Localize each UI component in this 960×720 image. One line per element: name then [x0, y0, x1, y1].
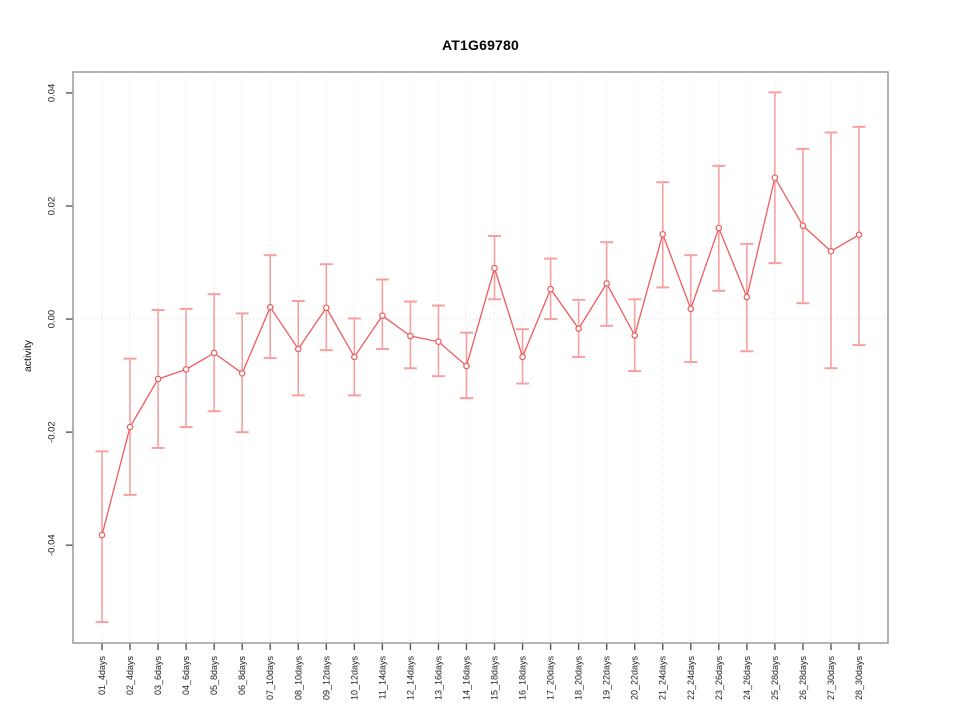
data-point — [491, 264, 498, 272]
data-point — [659, 230, 667, 238]
y-tick-label: 0.02 — [47, 197, 58, 216]
data-point — [98, 531, 106, 539]
data-point — [154, 375, 162, 383]
x-tick-label: 26_28days — [798, 656, 808, 701]
data-point — [687, 305, 695, 313]
x-tick-label: 16_18days — [518, 656, 528, 701]
data-point — [379, 312, 386, 319]
x-tick-label: 11_14days — [377, 656, 387, 700]
data-point — [547, 285, 554, 293]
data-point — [126, 423, 134, 431]
x-tick-label: 19_22days — [602, 656, 612, 701]
y-tick-label: -0.02 — [47, 421, 58, 443]
x-tick-label: 07_10days — [265, 656, 275, 701]
data-point — [266, 303, 274, 311]
x-tick-label: 22_24days — [686, 656, 696, 701]
x-tick-label: 24_26days — [742, 656, 752, 701]
data-point — [463, 362, 470, 370]
y-tick-label: -0.04 — [47, 534, 58, 556]
x-tick-label: 04_6days — [181, 656, 191, 696]
x-tick-label: 14_16days — [461, 656, 471, 701]
data-point — [519, 353, 526, 361]
data-point — [575, 325, 582, 332]
chart-title: AT1G69780 — [441, 37, 520, 53]
data-point — [771, 174, 779, 182]
x-tick-label: 18_20days — [574, 656, 584, 701]
x-tick-label: 25_28days — [770, 656, 780, 701]
data-point — [322, 304, 330, 312]
data-point — [351, 353, 358, 361]
x-tick-label: 02_4days — [125, 656, 135, 696]
data-point — [631, 332, 639, 339]
data-point — [603, 280, 610, 287]
data-point — [855, 231, 863, 239]
data-point — [210, 349, 218, 357]
data-point — [715, 224, 723, 232]
data-point — [435, 338, 442, 345]
data-point — [827, 247, 835, 255]
x-tick-label: 01_4days — [97, 656, 107, 696]
x-tick-label: 23_26days — [714, 656, 724, 701]
x-tick-label: 06_8days — [237, 656, 247, 696]
x-tick-label: 15_18days — [490, 656, 500, 701]
y-tick-label: 0.04 — [47, 84, 58, 103]
x-tick-label: 10_12days — [349, 656, 359, 701]
y-tick-label: 0.00 — [47, 310, 58, 329]
x-tick-label: 08_10days — [293, 656, 303, 701]
data-point — [182, 366, 190, 373]
x-tick-label: 12_14days — [405, 656, 415, 701]
data-point — [799, 222, 807, 230]
x-tick-label: 17_20days — [546, 656, 556, 701]
data-line — [101, 175, 860, 536]
x-tick-label: 05_8days — [209, 656, 219, 696]
x-tick-label: 03_6days — [153, 656, 163, 696]
x-tick-label: 13_16days — [433, 656, 443, 701]
data-point — [407, 332, 414, 340]
x-tick-label: 21_24days — [658, 656, 668, 701]
plot-frame — [72, 71, 889, 644]
data-point — [238, 370, 246, 377]
x-tick-label: 28_30days — [854, 656, 864, 701]
data-point — [294, 345, 302, 353]
data-point — [743, 293, 751, 301]
x-tick-label: 09_12days — [321, 656, 331, 701]
x-tick-label: 20_22days — [630, 656, 640, 701]
x-tick-label: 27_30days — [826, 656, 836, 701]
